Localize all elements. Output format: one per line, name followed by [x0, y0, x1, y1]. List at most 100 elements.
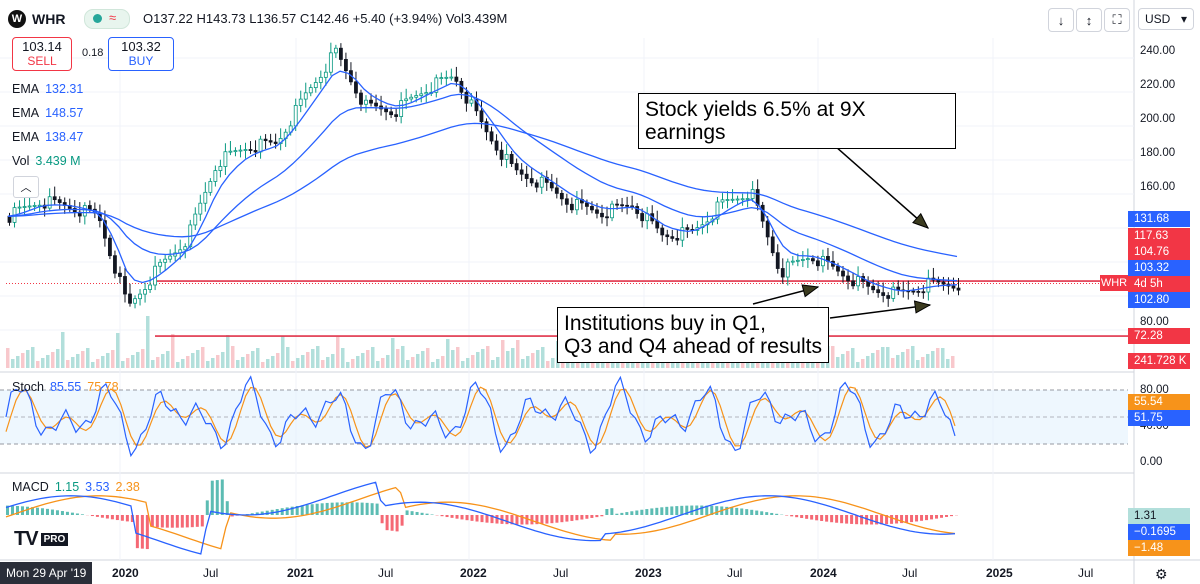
volume-bar [601, 362, 605, 368]
market-status-pill[interactable]: ≈ [84, 9, 130, 29]
candle-body [956, 287, 961, 291]
volume-bar [411, 357, 415, 368]
macd-histogram-bar [120, 515, 124, 521]
stoch-legend[interactable]: Stoch 85.55 75.78 [12, 380, 119, 394]
time-tick: Jul [203, 566, 219, 580]
candle-body [765, 220, 770, 238]
volume-bar [186, 356, 190, 368]
buy-button[interactable]: 103.32 BUY [108, 37, 174, 71]
currency-select[interactable]: USD ▾ [1138, 8, 1194, 30]
macd-histogram-bar [30, 507, 34, 515]
volume-bar [901, 352, 905, 368]
macd-histogram-bar [200, 515, 204, 527]
macd-pane [5, 479, 958, 555]
candle-body [444, 76, 449, 79]
macd-histogram-bar [360, 502, 364, 515]
candle-body [303, 92, 308, 100]
tradingview-logo[interactable]: TV PRO [14, 528, 69, 551]
volume-bar [511, 348, 515, 368]
volume-legend[interactable]: Vol 3.439 M [12, 154, 81, 168]
macd-histogram-bar [325, 502, 329, 515]
macd-histogram-bar [670, 506, 674, 515]
macd-histogram-bar [175, 515, 179, 528]
candle-body [610, 203, 614, 219]
time-tick: Jul [553, 566, 569, 580]
gear-icon[interactable]: ⚙ [1155, 566, 1168, 582]
volume-bar [476, 352, 480, 368]
macd-histogram-bar [45, 508, 49, 515]
download-button[interactable]: ↓ [1048, 8, 1074, 32]
volume-bar [41, 358, 45, 368]
candle-body [846, 275, 850, 282]
candle-body [389, 111, 394, 116]
volume-bar [466, 358, 470, 368]
volume-bar [926, 354, 930, 368]
volume-bar [491, 360, 495, 368]
institutions-annotation: Institutions buy in Q1, Q3 and Q4 ahead … [557, 307, 829, 363]
candle-body [529, 178, 534, 184]
macd-histogram-bar [15, 506, 19, 515]
ema-legend-1[interactable]: EMA 132.31 [12, 82, 83, 96]
volume-bar [246, 354, 250, 368]
macd-histogram-bar [775, 513, 779, 515]
volume-bar [21, 353, 25, 368]
candle-body [810, 258, 815, 262]
collapse-legend-button[interactable]: ︿ [13, 176, 39, 198]
macd-histogram-bar [610, 508, 614, 515]
volume-bar [856, 362, 860, 368]
time-tick: 2025 [986, 566, 1013, 580]
candle-body [153, 265, 158, 286]
candle-body [524, 173, 529, 179]
candle-body [800, 259, 805, 261]
candle-body [223, 151, 228, 167]
sell-button[interactable]: 103.14 SELL [12, 37, 72, 71]
symbol-name[interactable]: WHR [32, 11, 66, 27]
macd-histogram-bar [760, 511, 764, 515]
ema-legend-2[interactable]: EMA 148.57 [12, 106, 83, 120]
volume-bar [471, 355, 475, 368]
macd-histogram-bar [470, 515, 474, 521]
pro-badge: PRO [40, 533, 69, 547]
volume-bar [576, 360, 580, 368]
macd-histogram-bar [860, 515, 864, 525]
candle-body [685, 227, 690, 230]
macd-histogram-bar [305, 504, 309, 515]
volume-bar [531, 353, 535, 368]
macd-histogram-bar [375, 503, 379, 515]
macd-legend[interactable]: MACD 1.15 3.53 2.38 [12, 480, 140, 494]
candle-body [750, 189, 755, 199]
volume-bar [266, 359, 270, 368]
macd-histogram-bar [625, 512, 629, 515]
macd-histogram-bar [650, 508, 654, 515]
stoch-tick: 0.00 [1140, 456, 1163, 468]
candle-body [7, 215, 12, 223]
candle-body [439, 77, 444, 79]
candle-body [841, 270, 845, 277]
volume-bar [131, 355, 135, 368]
volume-bar [606, 359, 610, 368]
volume-bar [846, 351, 850, 368]
candle-body [298, 98, 303, 106]
macd-histogram-bar [785, 515, 789, 516]
chevron-down-icon: ▾ [1180, 12, 1187, 26]
fullscreen-button[interactable]: ⛶ [1104, 8, 1130, 32]
volume-bar [431, 362, 435, 368]
candle-body [243, 149, 248, 151]
macd-signal-value: 2.38 [115, 480, 140, 494]
macd-histogram-bar [280, 508, 284, 515]
macd-histogram-bar [875, 515, 879, 525]
volume-bar [381, 358, 385, 368]
candle-body [660, 227, 665, 236]
price-tick: 220.00 [1140, 79, 1176, 91]
candle-body [213, 170, 218, 182]
macd-histogram-bar [230, 515, 234, 517]
sort-button[interactable]: ↕ [1076, 8, 1102, 32]
volume-bar [136, 352, 140, 368]
candle-body [519, 169, 524, 175]
volume-bar [871, 353, 875, 368]
volume-bar [281, 336, 285, 368]
volume-bar [161, 354, 165, 368]
ema-legend-3[interactable]: EMA 138.47 [12, 130, 83, 144]
macd-histogram-bar [560, 515, 564, 523]
